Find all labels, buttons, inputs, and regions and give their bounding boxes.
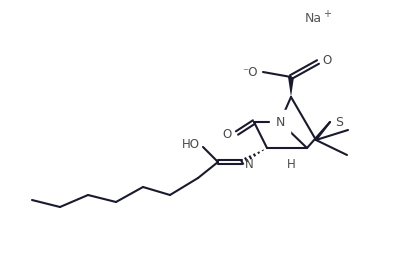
Text: N: N xyxy=(245,158,254,172)
Text: O: O xyxy=(322,54,331,67)
Text: HO: HO xyxy=(182,138,200,152)
Text: +: + xyxy=(323,9,331,19)
Text: S: S xyxy=(335,115,343,129)
Polygon shape xyxy=(288,77,294,97)
Text: H: H xyxy=(287,157,296,170)
Text: ⁻O: ⁻O xyxy=(243,66,258,79)
Text: N: N xyxy=(275,115,285,129)
Text: Na: Na xyxy=(305,12,322,25)
Text: O: O xyxy=(223,127,232,141)
